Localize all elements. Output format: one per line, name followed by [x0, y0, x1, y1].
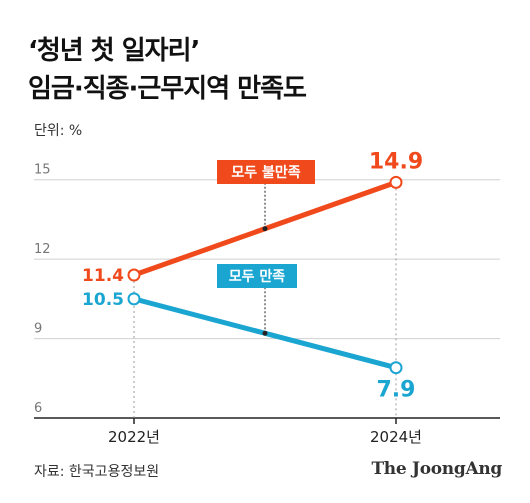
y-tick-label: 9	[34, 322, 42, 337]
legend-label: 모두 만족	[229, 269, 286, 285]
legend-label-box	[217, 264, 297, 288]
legend-label-box	[217, 160, 315, 184]
data-point	[389, 175, 403, 189]
data-label: 7.9	[377, 378, 416, 403]
legend-label: 모두 불만족	[231, 165, 300, 181]
data-point	[127, 292, 141, 306]
y-tick-label: 15	[34, 163, 51, 178]
source-note: 자료: 한국고용정보원	[34, 464, 160, 480]
leader-dot	[262, 330, 268, 336]
data-label: 10.5	[82, 290, 124, 310]
leader-dot	[262, 226, 268, 232]
data-label: 11.4	[82, 266, 124, 286]
x-tick-label: 2024년	[370, 428, 422, 446]
brand-logo: The JoongAng	[371, 459, 502, 479]
data-point	[127, 268, 141, 282]
unit-label: 단위: %	[34, 123, 83, 139]
chart-title-line1: ‘청년 첫 일자리’	[28, 36, 200, 66]
y-tick-label: 6	[34, 401, 42, 416]
chart-title-line2: 임금·직종·근무지역 만족도	[28, 74, 307, 104]
x-tick-label: 2022년	[108, 428, 160, 446]
data-label: 14.9	[369, 149, 423, 174]
y-tick-label: 12	[34, 242, 51, 257]
data-point	[389, 361, 403, 375]
